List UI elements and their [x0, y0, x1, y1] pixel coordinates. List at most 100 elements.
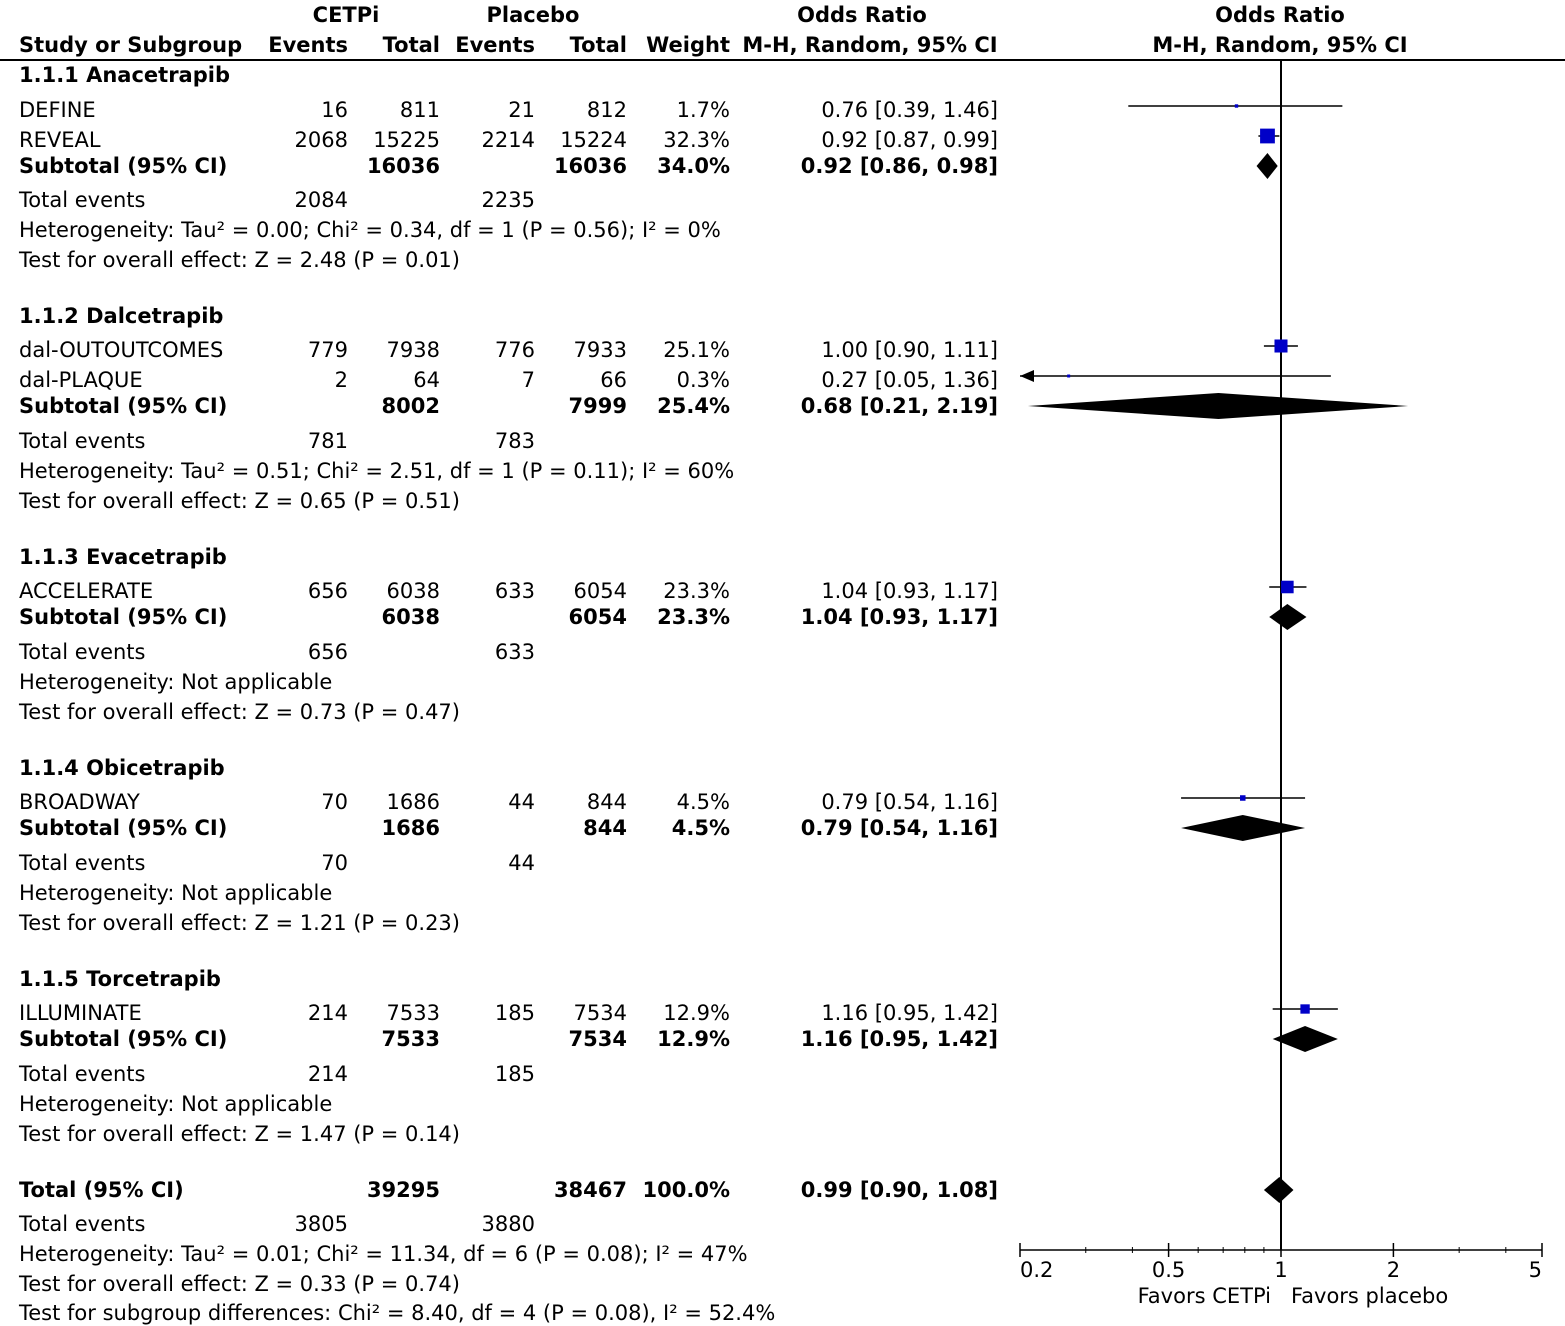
- total-placebo: 38467: [553, 1178, 627, 1202]
- total-placebo: 66: [600, 368, 627, 392]
- total-events-cetpi: 2084: [294, 188, 348, 212]
- total-placebo: 6054: [573, 579, 627, 603]
- pooled-diamond: [1027, 393, 1409, 419]
- study-weight: 12.9%: [663, 1001, 730, 1025]
- total-events-label: Total events: [19, 1062, 146, 1086]
- total-events-cetpi: 3805: [294, 1212, 348, 1236]
- pooled-diamond: [1272, 1026, 1338, 1052]
- total-cetpi: 7938: [386, 338, 440, 362]
- total-events-label: Total events: [19, 188, 146, 212]
- pooled-diamond: [1263, 1177, 1294, 1203]
- study-square: [1067, 374, 1071, 378]
- study-name: dal-PLAQUE: [19, 368, 143, 392]
- total-placebo: 15224: [560, 128, 627, 152]
- x-tick-label: 2: [1387, 1258, 1400, 1282]
- plot-method: M-H, Random, 95% CI: [1152, 33, 1407, 57]
- subtotal-total-cetpi: 16036: [366, 154, 440, 178]
- events-placebo: 7: [521, 368, 535, 392]
- x-tick-label: 0.2: [1020, 1258, 1053, 1282]
- total-events-placebo: 44: [508, 851, 535, 875]
- subgroup-title: 1.1.3 Evacetrapib: [19, 545, 227, 569]
- total-events-label: Total events: [19, 1212, 146, 1236]
- total-events-cetpi: 781: [307, 429, 348, 453]
- study-name: dal-OUTOUTCOMES: [19, 338, 224, 362]
- subtotal-total-cetpi: 6038: [381, 605, 440, 629]
- odds-ratio-header: Odds Ratio: [797, 3, 927, 27]
- total-cetpi: 64: [413, 368, 440, 392]
- total-cetpi: 1686: [386, 790, 440, 814]
- subtotal-ci: 0.92 [0.86, 0.98]: [800, 154, 998, 178]
- overall-effect-text: Test for overall effect: Z = 2.48 (P = 0…: [19, 248, 460, 272]
- subtotal-label: Subtotal (95% CI): [19, 816, 228, 840]
- events-cetpi: 779: [307, 338, 348, 362]
- overall-effect-text: Test for overall effect: Z = 0.73 (P = 0…: [19, 700, 460, 724]
- total-overall-effect: Test for overall effect: Z = 0.33 (P = 0…: [19, 1272, 460, 1296]
- study-header: Study or Subgroup: [19, 33, 243, 57]
- subtotal-ci: 0.79 [0.54, 1.16]: [800, 816, 998, 840]
- total-heterogeneity: Heterogeneity: Tau² = 0.01; Chi² = 11.34…: [19, 1242, 748, 1266]
- subtotal-label: Subtotal (95% CI): [19, 154, 228, 178]
- subtotal-total-placebo: 16036: [553, 154, 627, 178]
- study-weight: 0.3%: [676, 368, 730, 392]
- total1-header: Total: [382, 33, 440, 57]
- subtotal-weight: 12.9%: [657, 1027, 730, 1051]
- events-cetpi: 16: [321, 98, 348, 122]
- subtotal-weight: 34.0%: [657, 154, 730, 178]
- study-square: [1281, 580, 1294, 594]
- heterogeneity-text: Heterogeneity: Tau² = 0.00; Chi² = 0.34,…: [19, 218, 721, 242]
- subtotal-total-cetpi: 1686: [381, 816, 440, 840]
- events-placebo: 44: [508, 790, 535, 814]
- study-name: BROADWAY: [19, 790, 140, 814]
- study-weight: 32.3%: [663, 128, 730, 152]
- total-label: Total (95% CI): [19, 1178, 184, 1202]
- study-ci: 0.76 [0.39, 1.46]: [821, 98, 998, 122]
- total-placebo: 844: [586, 790, 627, 814]
- study-name: ACCELERATE: [19, 579, 154, 603]
- x-tick-label: 1: [1274, 1258, 1287, 1282]
- study-ci: 0.79 [0.54, 1.16]: [821, 790, 998, 814]
- total-cetpi: 15225: [373, 128, 440, 152]
- total-events-label: Total events: [19, 640, 146, 664]
- ci-arrow: [1020, 370, 1034, 382]
- events-placebo: 21: [508, 98, 535, 122]
- subgroup-title: 1.1.1 Anacetrapib: [19, 63, 230, 87]
- events-cetpi: 214: [307, 1001, 348, 1025]
- subtotal-total-cetpi: 8002: [381, 394, 440, 418]
- subgroup-title: 1.1.2 Dalcetrapib: [19, 304, 224, 328]
- weight-header: Weight: [646, 33, 730, 57]
- study-ci: 0.27 [0.05, 1.36]: [821, 368, 998, 392]
- subtotal-total-cetpi: 7533: [381, 1027, 440, 1051]
- x-tick-label: 0.5: [1152, 1258, 1185, 1282]
- subtotal-total-placebo: 844: [583, 816, 627, 840]
- pooled-diamond: [1269, 604, 1307, 630]
- total-events-label: Total events: [19, 851, 146, 875]
- events1-header: Events: [268, 33, 348, 57]
- overall-effect-text: Test for overall effect: Z = 0.65 (P = 0…: [19, 489, 460, 513]
- study-ci: 1.00 [0.90, 1.11]: [821, 338, 998, 362]
- favors-right-label: Favors placebo: [1291, 1284, 1448, 1308]
- study-square: [1274, 339, 1288, 353]
- events-placebo: 185: [494, 1001, 535, 1025]
- total-weight: 100.0%: [642, 1178, 730, 1202]
- pooled-diamond: [1181, 815, 1306, 841]
- study-name: REVEAL: [19, 128, 101, 152]
- subtotal-label: Subtotal (95% CI): [19, 1027, 228, 1051]
- x-tick-label: 5: [1529, 1258, 1542, 1282]
- study-square: [1234, 104, 1239, 108]
- events2-header: Events: [455, 33, 535, 57]
- subgroup-title: 1.1.4 Obicetrapib: [19, 756, 225, 780]
- total-events-placebo: 185: [494, 1062, 535, 1086]
- events-placebo: 633: [494, 579, 535, 603]
- total-events-placebo: 783: [494, 429, 535, 453]
- overall-effect-text: Test for overall effect: Z = 1.21 (P = 0…: [19, 911, 460, 935]
- events-placebo: 2214: [481, 128, 535, 152]
- study-square: [1300, 1004, 1310, 1014]
- study-ci: 0.92 [0.87, 0.99]: [821, 128, 998, 152]
- subgroup-differences: Test for subgroup differences: Chi² = 8.…: [19, 1301, 776, 1325]
- heterogeneity-text: Heterogeneity: Tau² = 0.51; Chi² = 2.51,…: [19, 459, 735, 483]
- events-cetpi: 2: [334, 368, 348, 392]
- overall-effect-text: Test for overall effect: Z = 1.47 (P = 0…: [19, 1122, 460, 1146]
- study-name: ILLUMINATE: [19, 1001, 142, 1025]
- study-square: [1260, 128, 1275, 144]
